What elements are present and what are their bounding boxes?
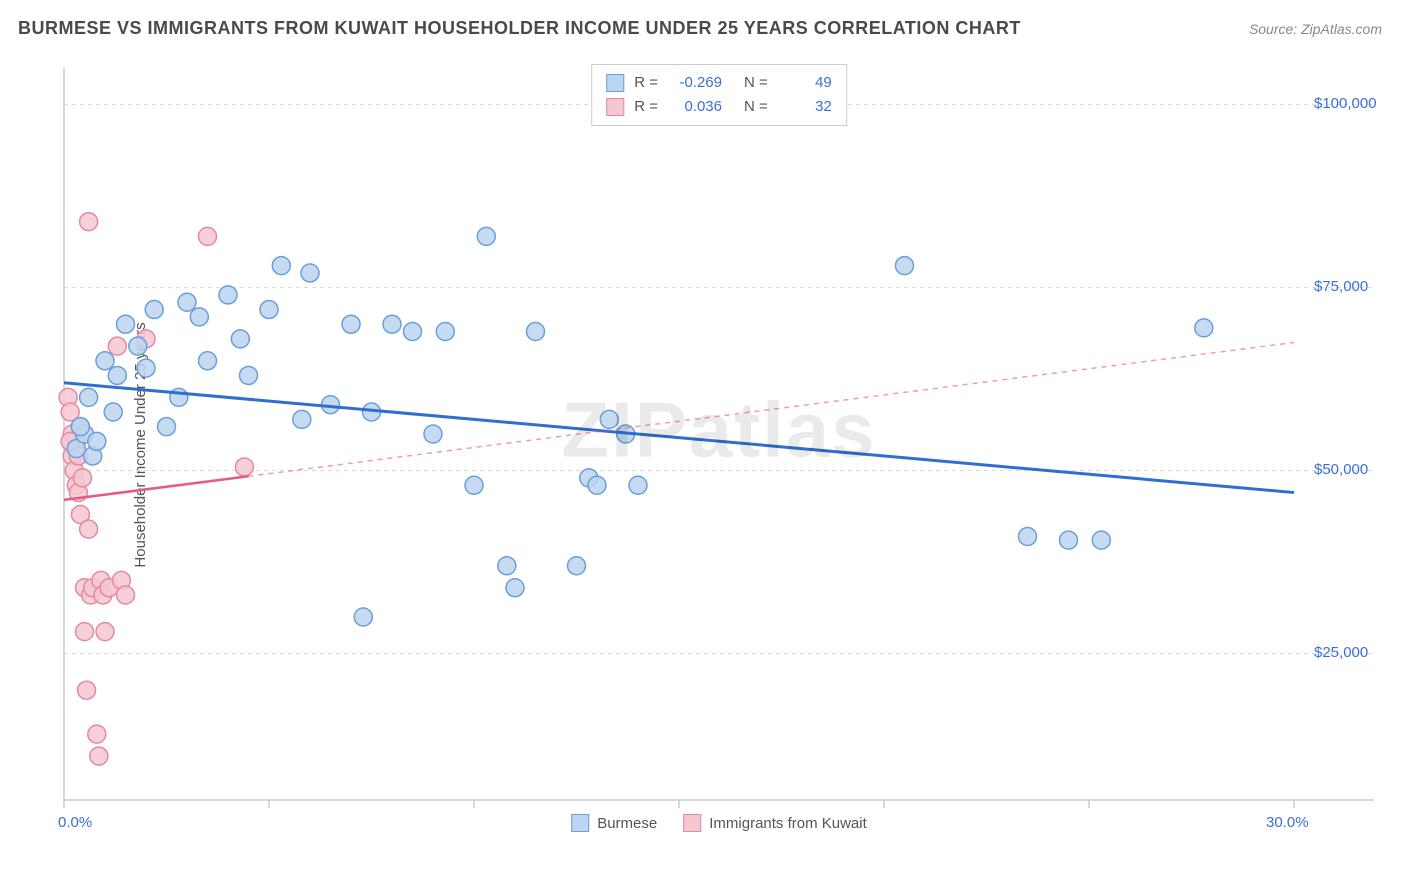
x-tick-label: 0.0% — [58, 814, 92, 831]
legend-r-value-1: 0.036 — [668, 95, 722, 119]
legend-r-label: R = — [634, 95, 658, 119]
legend-r-value-0: -0.269 — [668, 71, 722, 95]
swatch-kuwait — [683, 814, 701, 832]
bottom-legend-label: Burmese — [597, 815, 657, 832]
bottom-legend-kuwait: Immigrants from Kuwait — [683, 814, 867, 832]
swatch-burmese — [571, 814, 589, 832]
bottom-legend-burmese: Burmese — [571, 814, 657, 832]
correlation-legend: R = -0.269 N = 49 R = 0.036 N = 32 — [591, 64, 847, 126]
legend-n-label: N = — [744, 71, 768, 95]
x-tick-label: 30.0% — [1266, 814, 1309, 831]
bottom-legend: Burmese Immigrants from Kuwait — [571, 814, 867, 832]
bottom-legend-label: Immigrants from Kuwait — [709, 815, 867, 832]
swatch-burmese — [606, 74, 624, 92]
legend-r-label: R = — [634, 71, 658, 95]
chart-area: Householder Income Under 25 years ZIPatl… — [54, 60, 1384, 830]
legend-n-label: N = — [744, 95, 768, 119]
y-tick-label: $75,000 — [1314, 278, 1368, 295]
legend-row-burmese: R = -0.269 N = 49 — [606, 71, 832, 95]
y-tick-label: $25,000 — [1314, 644, 1368, 661]
y-tick-label: $100,000 — [1314, 95, 1377, 112]
legend-n-value-0: 49 — [778, 71, 832, 95]
legend-row-kuwait: R = 0.036 N = 32 — [606, 95, 832, 119]
swatch-kuwait — [606, 98, 624, 116]
source-label: Source: ZipAtlas.com — [1249, 21, 1382, 37]
legend-n-value-1: 32 — [778, 95, 832, 119]
y-tick-label: $50,000 — [1314, 461, 1368, 478]
header: BURMESE VS IMMIGRANTS FROM KUWAIT HOUSEH… — [0, 0, 1406, 49]
chart-title: BURMESE VS IMMIGRANTS FROM KUWAIT HOUSEH… — [18, 18, 1021, 39]
scatter-plot — [54, 60, 1384, 830]
